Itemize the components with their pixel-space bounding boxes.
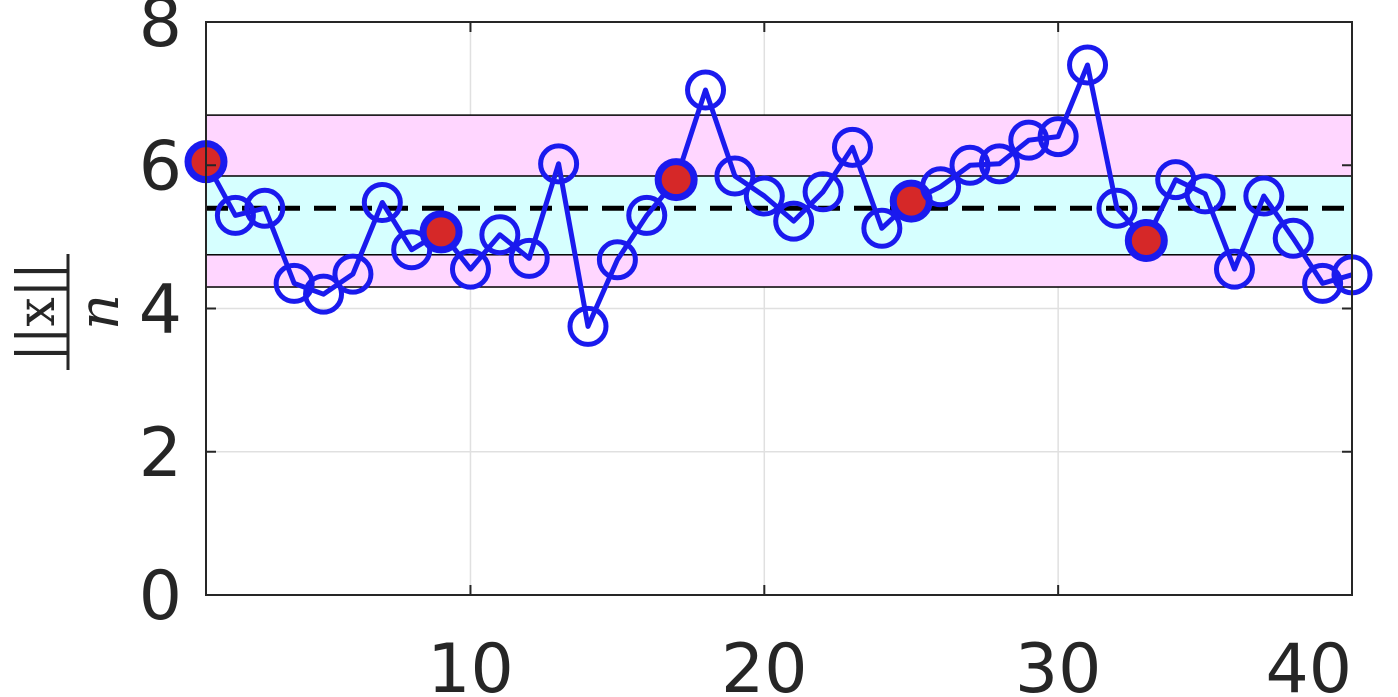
tick-labels: 10 20 30 40 0 2 4 6 8 xyxy=(139,0,1352,697)
y-axis-label-denominator: n xyxy=(67,294,132,330)
y-tick-label: 6 xyxy=(139,127,182,206)
y-tick-label: 0 xyxy=(139,557,182,636)
y-axis-label-numerator: ||x|| xyxy=(7,262,67,361)
data-point xyxy=(508,237,550,279)
highlighted-point xyxy=(419,210,463,254)
y-axis-label: ||x|| n xyxy=(7,254,132,370)
highlighted-point xyxy=(1124,218,1168,262)
data-point xyxy=(773,200,815,242)
data-point xyxy=(1184,173,1226,215)
data-point xyxy=(479,214,521,256)
data-point xyxy=(920,166,962,208)
data-point xyxy=(303,273,345,315)
data-point xyxy=(714,155,756,197)
data-point xyxy=(332,253,374,295)
data-point xyxy=(1213,248,1255,290)
data-point xyxy=(1067,44,1109,86)
series xyxy=(184,44,1373,347)
data-point xyxy=(1037,116,1079,158)
data-point xyxy=(1096,187,1138,229)
data-point xyxy=(214,194,256,236)
data-point xyxy=(831,126,873,168)
grid-lines xyxy=(206,21,1353,596)
data-point xyxy=(949,144,991,186)
data-point xyxy=(685,69,727,111)
x-tick-label: 10 xyxy=(427,630,514,697)
x-tick-label: 30 xyxy=(1015,630,1102,697)
data-point xyxy=(1008,119,1050,161)
data-point xyxy=(861,207,903,249)
x-tick-label: 40 xyxy=(1265,630,1352,697)
data-point xyxy=(802,171,844,213)
data-point xyxy=(244,187,286,229)
data-point xyxy=(1243,175,1285,217)
y-tick-label: 2 xyxy=(139,414,182,493)
data-point xyxy=(1302,262,1344,304)
highlighted-point xyxy=(654,158,698,202)
y-tick-label: 8 xyxy=(139,0,182,63)
data-point xyxy=(626,194,668,236)
data-point xyxy=(361,181,403,223)
data-point xyxy=(978,143,1020,185)
data-point xyxy=(596,239,638,281)
data-point xyxy=(567,305,609,347)
data-point xyxy=(449,248,491,290)
y-tick-label: 4 xyxy=(139,271,182,350)
axes xyxy=(205,21,1353,596)
data-point xyxy=(538,143,580,185)
data-point xyxy=(1272,217,1314,259)
x-tick-label: 20 xyxy=(721,630,808,697)
data-point xyxy=(743,175,785,217)
